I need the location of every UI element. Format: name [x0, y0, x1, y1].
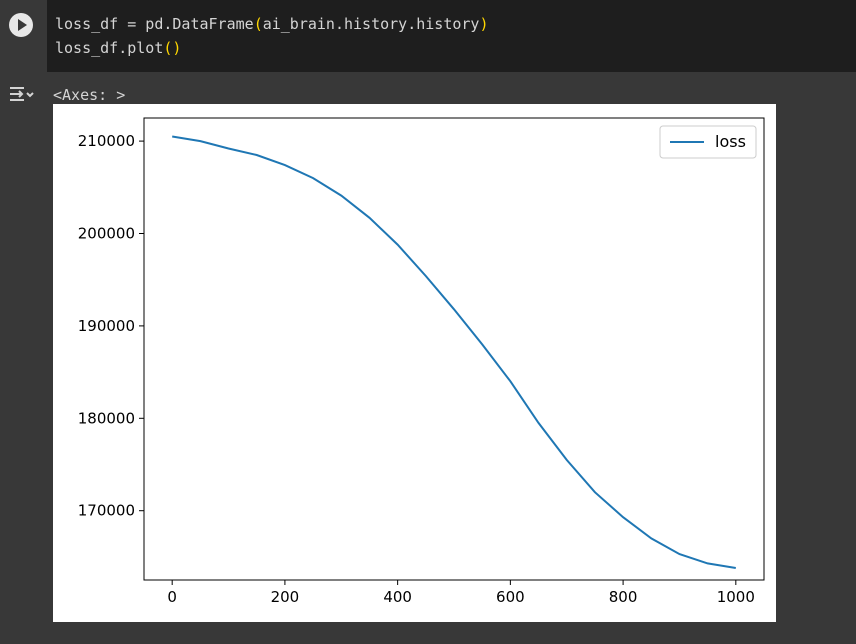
code-line-2: loss_df.plot(): [55, 38, 181, 58]
code-text: ai_brain.history.history: [262, 15, 480, 33]
x-tick-label: 0: [167, 588, 177, 606]
code-editor[interactable]: loss_df = pd.DataFrame(ai_brain.history.…: [47, 0, 856, 72]
axes-frame: [143, 117, 765, 581]
y-tick-label: 180000: [78, 409, 135, 427]
run-gutter: [0, 0, 47, 72]
code-paren: ): [479, 15, 489, 33]
code-line-1: loss_df = pd.DataFrame(ai_brain.history.…: [55, 14, 489, 34]
code-text: loss_df = pd.DataFrame: [55, 15, 254, 33]
x-tick-label: 1000: [717, 588, 755, 606]
line-chart: 0 200 400 600 800 1000 170000 180000 190000 20000…: [78, 117, 765, 606]
legend-label: loss: [715, 132, 746, 151]
code-text: loss_df.plot: [55, 39, 164, 57]
x-tick-label: 600: [496, 588, 525, 606]
y-tick-label: 210000: [78, 132, 135, 150]
play-icon: [18, 19, 27, 31]
cell-footer: [0, 632, 856, 644]
code-paren: (: [253, 15, 263, 33]
legend-box: [659, 125, 757, 159]
x-tick-label: 800: [609, 588, 638, 606]
x-tick-label: 400: [383, 588, 412, 606]
output-text: <Axes: >: [53, 86, 126, 104]
code-paren: (): [163, 39, 182, 57]
output-toggle-button[interactable]: [8, 84, 36, 106]
y-tick-label: 200000: [78, 225, 135, 243]
output-collapse-icon: [10, 87, 34, 101]
y-tick-label: 190000: [78, 317, 135, 335]
series-line-loss: [172, 135, 736, 569]
plot-output: 0 200 400 600 800 1000 170000 180000 190000 20000…: [53, 104, 776, 622]
x-tick-label: 200: [271, 588, 300, 606]
run-cell-button[interactable]: [9, 13, 33, 37]
y-tick-label: 170000: [78, 502, 135, 520]
